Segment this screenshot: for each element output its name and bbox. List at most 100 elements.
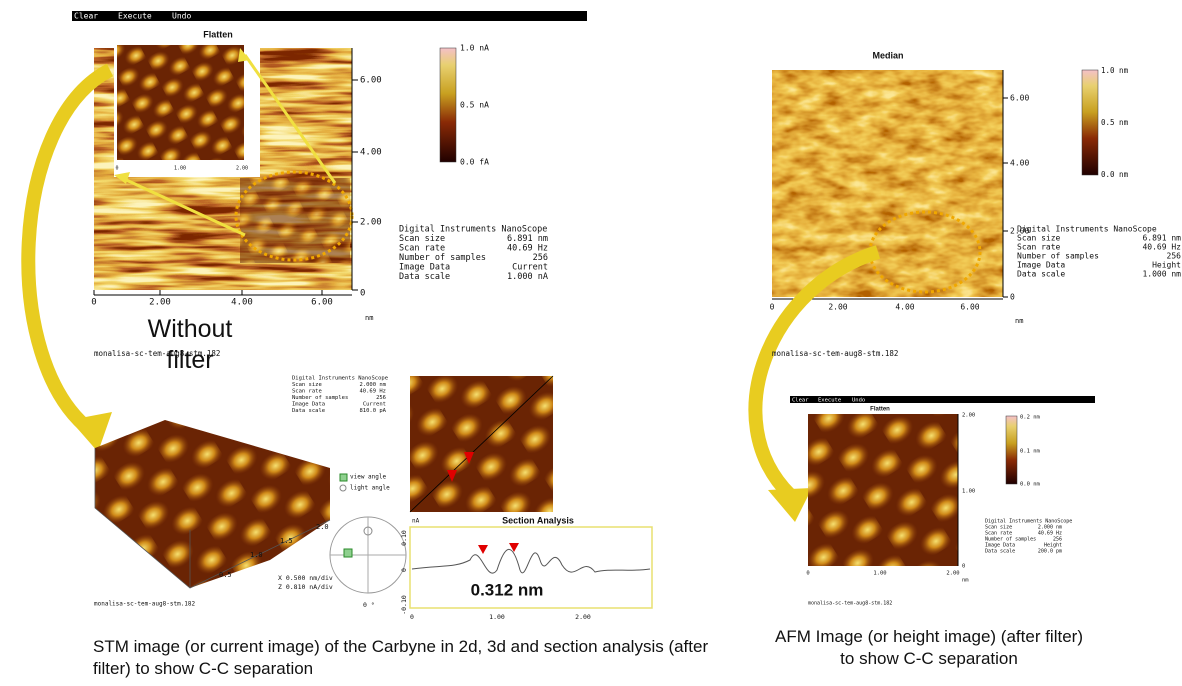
x-tick-label: 1.00 <box>489 613 505 621</box>
info-label: Data scale <box>292 408 325 414</box>
caption: AFM Image (or height image) (after filte… <box>774 626 1084 670</box>
view-angle-handle[interactable] <box>344 549 352 557</box>
inset-tick-label: 2.00 <box>236 166 248 172</box>
menu-item[interactable]: Execute <box>818 398 841 404</box>
y-tick-label: 2.00 <box>360 218 382 228</box>
info-label: Image Data <box>1017 261 1065 270</box>
y-tick-label: 0 <box>360 289 365 299</box>
y-tick-label: 0 <box>1010 293 1015 302</box>
info-value: 6.891 nm <box>507 234 548 244</box>
info-value: 1.000 nm <box>1142 270 1181 279</box>
x-unit: nm <box>1015 317 1023 325</box>
info-label: Number of samples <box>1017 252 1099 261</box>
image-title: Flatten <box>870 407 890 413</box>
y-tick-label: 4.00 <box>360 148 382 158</box>
inset-tick-label: 0 <box>115 166 118 172</box>
info-label: Data scale <box>985 549 1015 555</box>
y-tick-label: 0 <box>400 568 408 572</box>
info-label: Data scale <box>399 272 450 282</box>
menu-item[interactable]: Clear <box>792 398 809 404</box>
scale-label: X 0.500 nm/div <box>278 574 333 582</box>
angle-label: view angle <box>350 474 387 481</box>
info-header: Digital Instruments NanoScope <box>292 376 388 382</box>
colorbar-label: 1.0 nm <box>1101 66 1129 75</box>
colorbar-label: 1.0 nA <box>460 44 489 53</box>
angle-label: 0 ° <box>363 601 375 609</box>
x-tick-label: 4.00 <box>231 298 253 308</box>
x-tick-label: 2.00 <box>946 571 959 577</box>
colorbar-label: 0.1 nm <box>1020 449 1041 455</box>
info-value: 40.69 Hz <box>507 244 548 254</box>
info-label: Image Data <box>292 402 325 408</box>
info-label: Scan size <box>1017 234 1061 243</box>
filename: monalisa-sc-tem-aug8-stm.182 <box>94 601 196 608</box>
info-value: 256 <box>533 253 548 263</box>
y-tick-label: 1.00 <box>962 489 975 495</box>
x-tick-label: 2.00 <box>828 303 847 312</box>
colorbar-label: 0.0 fA <box>460 158 489 167</box>
info-label: Scan rate <box>292 389 322 395</box>
menu-item[interactable]: Undo <box>852 398 865 404</box>
atom-region <box>240 178 350 263</box>
axis-tick-label: 2.0 <box>316 523 329 531</box>
inset-image <box>117 45 244 160</box>
filename: monalisa-sc-tem-aug8-stm.182 <box>772 349 898 358</box>
image-title: Flatten <box>203 29 233 39</box>
axis-tick-label: 1.0 <box>250 551 263 559</box>
x-tick-label: 6.00 <box>960 303 979 312</box>
plot-unit: nA <box>412 518 420 525</box>
x-tick-label: 0 <box>806 571 809 577</box>
info-value: 256 <box>376 395 386 401</box>
info-value: 40.69 Hz <box>360 389 387 395</box>
x-tick-label: 0 <box>91 298 96 308</box>
colorbar-label: 0.0 nm <box>1101 170 1129 179</box>
info-label: Scan rate <box>1017 243 1061 252</box>
x-tick-label: 6.00 <box>311 298 333 308</box>
info-header: Digital Instruments NanoScope <box>1017 225 1157 234</box>
angle-label: light angle <box>350 485 390 492</box>
y-tick-label: -0.10 <box>400 595 408 615</box>
afm-flatten-image <box>808 414 958 566</box>
info-value: 200.0 pm <box>1038 549 1062 555</box>
y-tick-label: 6.00 <box>360 76 382 86</box>
info-value: 256 <box>1167 252 1182 261</box>
filter-label: Without filter <box>135 314 245 376</box>
page: ClearExecuteUndoFlatten6.004.002.00002.0… <box>0 0 1182 686</box>
info-value: 2.000 nm <box>360 382 387 388</box>
filename: monalisa-sc-tem-aug8-stm.182 <box>808 601 892 607</box>
axis-tick-label: 1.5 <box>280 537 293 545</box>
info-header: Digital Instruments NanoScope <box>399 225 547 235</box>
x-tick-label: 2.00 <box>149 298 171 308</box>
image-title: Median <box>872 50 903 60</box>
info-value: 1.000 nA <box>507 272 548 282</box>
info-label: Image Data <box>399 263 450 273</box>
info-value: Height <box>1152 261 1181 270</box>
info-label: Scan size <box>292 382 322 388</box>
x-tick-label: 0 <box>770 303 775 312</box>
view-angle-icon <box>340 474 347 481</box>
arrow-head <box>768 488 812 522</box>
info-value: 6.891 nm <box>1142 234 1181 243</box>
y-tick-label: 2.00 <box>962 413 975 419</box>
menu-item[interactable]: Clear <box>74 12 98 21</box>
plot-title: Section Analysis <box>502 515 574 525</box>
info-label: Number of samples <box>292 395 348 401</box>
colorbar-label: 0.5 nA <box>460 101 489 110</box>
x-unit: nm <box>365 314 373 322</box>
colorbar-label: 0.0 nm <box>1020 482 1041 488</box>
info-value: 810.0 pA <box>360 408 387 414</box>
y-tick-label: 4.00 <box>1010 159 1029 168</box>
x-tick-label: 2.00 <box>575 613 591 621</box>
afm-image <box>772 70 1003 297</box>
info-label: Scan rate <box>399 244 445 254</box>
menu-item[interactable]: Undo <box>172 12 191 21</box>
colorbar <box>440 48 456 162</box>
x-tick-label: 1.00 <box>873 571 886 577</box>
menu-item[interactable]: Execute <box>118 12 152 21</box>
x-unit: nm <box>962 578 969 584</box>
annotation: 0.312 nm <box>471 580 544 599</box>
scale-label: Z 0.810 nA/div <box>278 583 333 591</box>
colorbar <box>1082 70 1098 175</box>
y-tick-label: 0.10 <box>400 530 408 546</box>
surface-3d <box>95 420 330 588</box>
